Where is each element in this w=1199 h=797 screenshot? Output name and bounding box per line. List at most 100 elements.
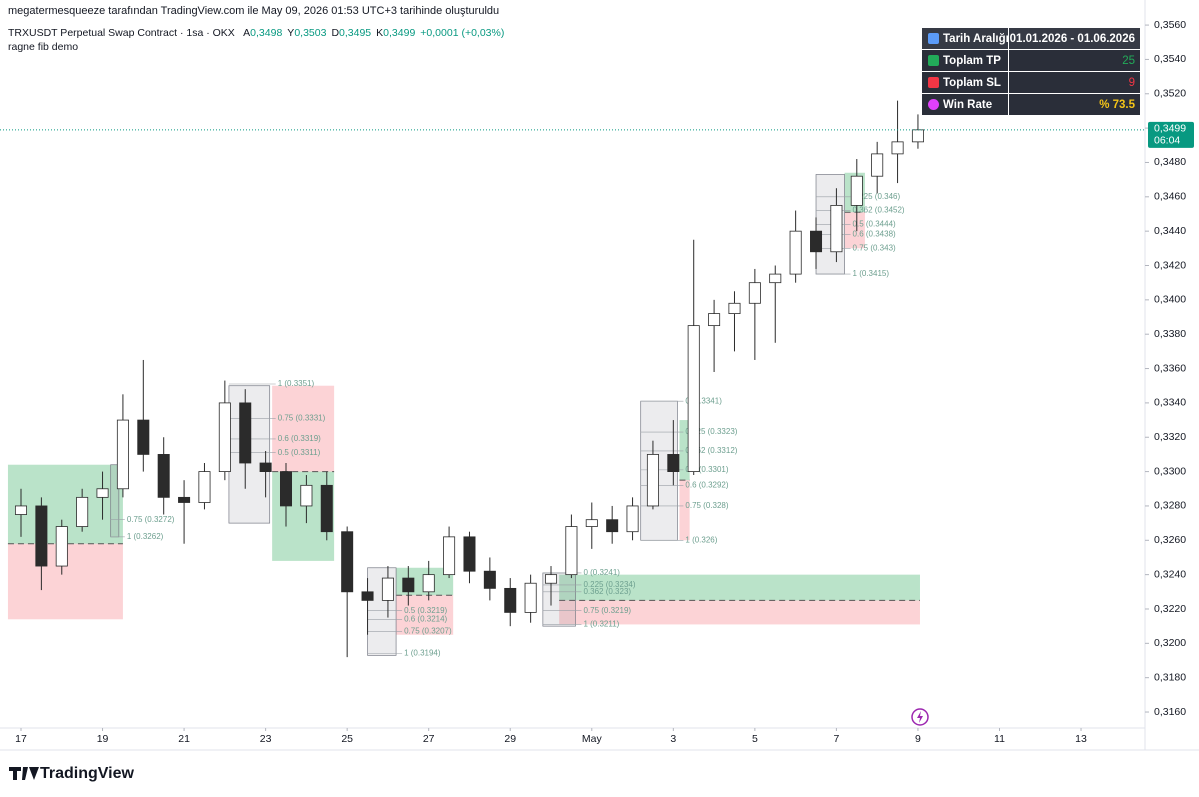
fib-label: 0.362 (0.3452) bbox=[853, 206, 905, 215]
ohlc-value: 0,3503 bbox=[294, 27, 326, 39]
table-value-cell bbox=[1009, 94, 1140, 115]
x-tick-label: 9 bbox=[915, 733, 921, 745]
stats-table: Tarih Aralığı 01.01.2026 - 01.06.2026 Topl… bbox=[922, 28, 1140, 115]
candle-body bbox=[728, 302, 741, 314]
alert-bolt bbox=[917, 711, 923, 723]
table-icon bbox=[928, 33, 939, 44]
x-tick-label: 27 bbox=[423, 733, 435, 745]
table-label-cell bbox=[922, 50, 1008, 71]
candle-body bbox=[504, 587, 517, 613]
candle-body bbox=[218, 402, 231, 472]
candle-body bbox=[198, 471, 211, 503]
ohlc-value: 0,3499 bbox=[383, 27, 415, 39]
axes: 0,3160 0,3180 0,3200 0,3220 0,3240 0,3260 0,32… bbox=[0, 19, 1194, 745]
ohlc-key: K bbox=[376, 27, 383, 39]
x-tick-label: 17 bbox=[15, 733, 27, 745]
ohlc-value: 0,3495 bbox=[339, 27, 371, 39]
countdown: 06:04 bbox=[1154, 135, 1180, 147]
stop-loss-zone bbox=[396, 595, 454, 635]
candle-body bbox=[402, 577, 415, 593]
fib-label: 0.6 (0.3319) bbox=[278, 434, 321, 443]
x-tick-label: 25 bbox=[341, 733, 353, 745]
candle-body bbox=[810, 230, 823, 253]
table-label-cell bbox=[922, 94, 1008, 115]
y-tick-label: 0,3360 bbox=[1154, 362, 1186, 374]
y-tick-label: 0,3280 bbox=[1154, 500, 1186, 512]
candle-body bbox=[178, 496, 191, 503]
fib-label: 0.75 (0.3331) bbox=[278, 413, 326, 422]
y-tick-label: 0,3400 bbox=[1154, 294, 1186, 306]
fib-label: 1 (0.3351) bbox=[278, 379, 315, 388]
candle-body bbox=[137, 419, 150, 455]
ohlc-key: D bbox=[331, 27, 339, 39]
fib-label: 0.6 (0.3438) bbox=[853, 230, 896, 239]
x-tick-label: 5 bbox=[752, 733, 758, 745]
y-tick-label: 0,3420 bbox=[1154, 259, 1186, 271]
fib-label: 1 (0.3211) bbox=[583, 620, 619, 629]
candle-body bbox=[687, 325, 700, 472]
y-tick-label: 0,3560 bbox=[1154, 19, 1186, 31]
fib-label: 0.5 (0.3219) bbox=[404, 606, 447, 615]
fib-label: 0.5 (0.3301) bbox=[685, 465, 728, 474]
table-icon bbox=[928, 77, 939, 88]
table-value-cell bbox=[1009, 28, 1140, 49]
candle-body bbox=[585, 519, 598, 527]
last-price-tag bbox=[1148, 121, 1194, 148]
table-label-cell bbox=[922, 28, 1008, 49]
alert-icon[interactable] bbox=[911, 708, 929, 726]
candle-body bbox=[76, 496, 89, 527]
y-tick-label: 0,3240 bbox=[1154, 568, 1186, 580]
y-tick-label: 0,3440 bbox=[1154, 225, 1186, 237]
fib-label: 0.6 (0.3214) bbox=[404, 614, 447, 623]
y-tick-label: 0,3540 bbox=[1154, 53, 1186, 65]
fib-label: 0 (0.3241) bbox=[583, 568, 620, 577]
fib-label: 0.225 (0.3323) bbox=[685, 427, 737, 436]
y-tick-label: 0,3200 bbox=[1154, 637, 1186, 649]
table-label: Toplam TP bbox=[943, 55, 1001, 67]
table-value: 25 bbox=[1122, 55, 1135, 67]
fib-label: 0.75 (0.3272) bbox=[127, 515, 175, 524]
table-label: Tarih Aralığı bbox=[943, 33, 1009, 45]
candle-body bbox=[96, 488, 109, 498]
x-tick-label: 19 bbox=[97, 733, 109, 745]
candle-body bbox=[667, 454, 680, 472]
candle-body bbox=[871, 153, 884, 177]
fib-label: 0.75 (0.328) bbox=[685, 501, 728, 510]
y-tick-label: 0,3300 bbox=[1154, 465, 1186, 477]
candle-body bbox=[626, 505, 639, 533]
candle-body bbox=[14, 505, 28, 515]
candle-body bbox=[606, 519, 619, 533]
x-tick-label: 3 bbox=[670, 733, 676, 745]
candle-body bbox=[157, 454, 170, 498]
x-tick-label: 7 bbox=[833, 733, 839, 745]
ohlc-key: Y bbox=[287, 27, 294, 39]
fib-label: 0.6 (0.3292) bbox=[685, 480, 728, 489]
fib-label: 0.225 (0.346) bbox=[853, 192, 901, 201]
caption: megatermesqueeze tarafından TradingView.… bbox=[8, 5, 499, 17]
table-label-cell bbox=[922, 72, 1008, 93]
candle-body bbox=[748, 282, 761, 304]
stop-loss-zone bbox=[559, 600, 920, 625]
y-tick-label: 0,3340 bbox=[1154, 397, 1186, 409]
fib-label: 0.75 (0.3207) bbox=[404, 626, 452, 635]
candle-body bbox=[483, 570, 496, 589]
candle-body bbox=[35, 505, 48, 567]
fibs: 0.75 (0.3272) 1 (0.3262) 1 (0.3351) 0.75 (0… bbox=[110, 174, 905, 658]
y-tick-label: 0,3320 bbox=[1154, 431, 1186, 443]
candle-body bbox=[381, 577, 394, 601]
candle-body bbox=[341, 531, 354, 593]
fib-label: 0.75 (0.3219) bbox=[583, 606, 631, 615]
candle-body bbox=[239, 402, 252, 464]
candle-body bbox=[463, 536, 476, 572]
fib-label: 0.75 (0.343) bbox=[853, 243, 896, 252]
y-tick-label: 0,3220 bbox=[1154, 603, 1186, 615]
symbol: TRXUSDT Perpetual Swap Contract · 1sa · … bbox=[8, 27, 235, 39]
candle-body bbox=[708, 313, 721, 327]
fib-label: 0.5 (0.3444) bbox=[853, 219, 896, 228]
candle-body bbox=[259, 462, 272, 472]
candle-body bbox=[361, 591, 374, 601]
candle-body bbox=[830, 204, 843, 253]
fib-label: 1 (0.3194) bbox=[404, 649, 441, 658]
x-tick-label: 29 bbox=[504, 733, 516, 745]
